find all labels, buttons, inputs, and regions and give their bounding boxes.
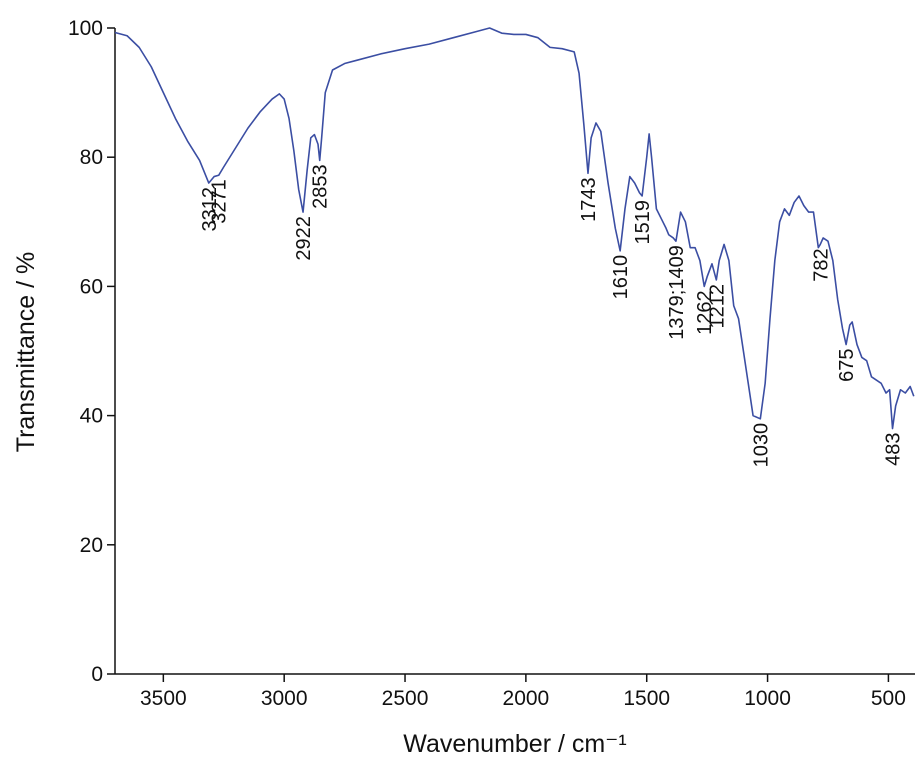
- peak-label: 1743: [578, 177, 600, 222]
- x-tick-label: 3500: [140, 687, 187, 710]
- peak-label: 1519: [632, 200, 654, 245]
- spectrum-line: [114, 27, 915, 430]
- x-axis-label: Wavenumber / cm⁻¹: [403, 730, 626, 758]
- peak-label: 1212: [706, 284, 728, 329]
- peak-label: 3271: [209, 179, 231, 224]
- y-tick-label: 100: [68, 17, 103, 40]
- peak-label: 2853: [310, 164, 332, 209]
- peak-label: 2922: [293, 216, 315, 260]
- y-tick-label: 60: [80, 275, 103, 298]
- peak-label: 782: [810, 248, 832, 281]
- y-tick-label: 0: [91, 663, 103, 686]
- peak-label: 1262: [694, 290, 716, 335]
- peak-label: 1379;1409: [666, 245, 688, 340]
- y-tick-label: 20: [80, 534, 103, 557]
- peak-label: 3312: [199, 187, 221, 232]
- x-tick-label: 2000: [503, 687, 550, 710]
- peak-label: 1610: [610, 255, 632, 300]
- peak-label: 483: [883, 433, 905, 466]
- y-tick-label: 40: [80, 405, 103, 428]
- peak-label: 1030: [750, 423, 772, 468]
- x-tick-label: 1500: [623, 687, 670, 710]
- peak-label: 675: [836, 349, 858, 382]
- y-tick-label: 80: [80, 146, 103, 169]
- y-axis-label: Transmittance / %: [12, 252, 40, 453]
- x-tick-label: 1000: [744, 687, 791, 710]
- x-tick-label: 3000: [261, 687, 308, 710]
- x-tick-label: 2500: [382, 687, 429, 710]
- x-tick-label: 500: [871, 687, 906, 710]
